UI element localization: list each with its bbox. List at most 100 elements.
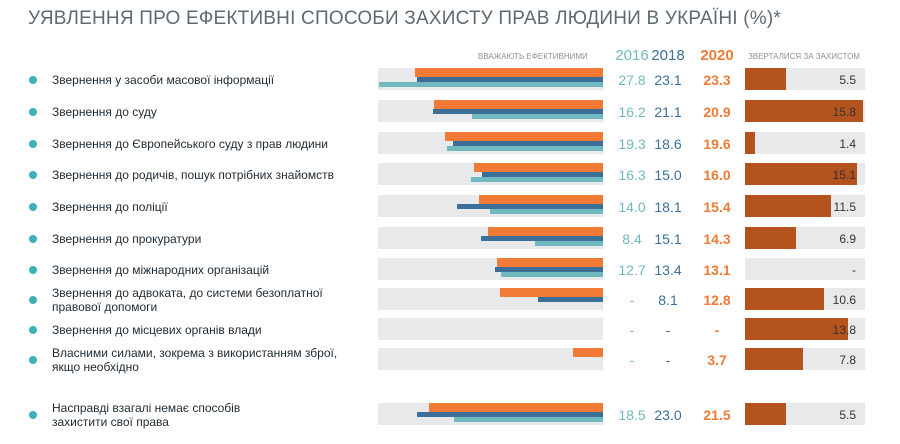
bar bbox=[416, 77, 603, 82]
bar bbox=[745, 348, 804, 370]
value-label: 15.4 bbox=[703, 199, 731, 215]
bullet bbox=[29, 235, 37, 243]
value-label: - bbox=[629, 322, 635, 338]
bar bbox=[745, 227, 797, 249]
value-label: 23.1 bbox=[654, 72, 682, 88]
bar bbox=[745, 163, 858, 185]
value-label: 20.9 bbox=[703, 104, 731, 120]
bar bbox=[481, 172, 603, 177]
value-label: 15.1 bbox=[654, 231, 682, 247]
bar bbox=[456, 204, 603, 209]
category-label: Звернення до суду bbox=[52, 105, 157, 119]
bar bbox=[434, 100, 603, 109]
bar bbox=[378, 82, 603, 87]
bar bbox=[573, 348, 603, 357]
value-label: 18.1 bbox=[654, 199, 682, 215]
bar bbox=[453, 417, 603, 422]
bar bbox=[444, 132, 603, 141]
value-label: 11.5 bbox=[833, 200, 856, 214]
value-label: 12.7 bbox=[618, 262, 646, 278]
value-label: 1.4 bbox=[839, 137, 856, 151]
chart-title: УЯВЛЕННЯ ПРО ЕФЕКТИВНІ СПОСОБИ ЗАХИСТУ П… bbox=[28, 8, 781, 29]
value-label: - bbox=[714, 322, 720, 338]
bar bbox=[473, 163, 603, 172]
category-label: Насправді взагалі немає способів захисти… bbox=[52, 401, 241, 429]
value-label: 23.3 bbox=[703, 72, 731, 88]
category-label: Звернення до прокуратури bbox=[52, 232, 202, 246]
value-label: 3.7 bbox=[707, 352, 727, 368]
bar bbox=[452, 141, 603, 146]
bar bbox=[537, 297, 603, 302]
bar bbox=[535, 241, 603, 246]
bullet bbox=[29, 411, 37, 419]
bullet bbox=[29, 326, 37, 334]
bar bbox=[481, 236, 603, 241]
category-label: Власними силами, зокрема з використанням… bbox=[52, 346, 338, 374]
value-label: 15.8 bbox=[832, 105, 856, 119]
value-label: 15.0 bbox=[654, 167, 682, 183]
bar bbox=[745, 288, 824, 310]
bar bbox=[745, 132, 756, 154]
bar bbox=[432, 109, 603, 114]
bullet bbox=[29, 140, 37, 148]
bar bbox=[745, 195, 831, 217]
bar bbox=[471, 177, 603, 182]
value-label: 19.6 bbox=[703, 136, 731, 152]
value-label: 6.9 bbox=[839, 232, 856, 246]
bar bbox=[414, 68, 603, 77]
bar bbox=[497, 258, 603, 267]
value-label: 5.5 bbox=[839, 73, 856, 87]
value-label: 23.0 bbox=[654, 407, 682, 423]
value-label: 14.0 bbox=[618, 199, 646, 215]
bullet bbox=[29, 108, 37, 116]
bullet bbox=[29, 266, 37, 274]
bar bbox=[499, 288, 603, 297]
value-label: 21.5 bbox=[703, 407, 731, 423]
bar bbox=[745, 318, 848, 340]
value-label: 8.1 bbox=[658, 292, 678, 308]
value-label: 18.6 bbox=[654, 136, 682, 152]
category-label: Звернення до поліції bbox=[52, 200, 168, 214]
category-label: Звернення у засоби масової інформації bbox=[52, 73, 275, 87]
bar bbox=[500, 272, 603, 277]
category-label: Звернення до місцевих органів влади bbox=[52, 323, 262, 337]
right-header: ЗВЕРТАЛИСЯ ЗА ЗАХИСТОМ bbox=[748, 52, 860, 61]
bar bbox=[745, 100, 863, 122]
value-label: - bbox=[665, 352, 671, 368]
category-label: Звернення до міжнародних організацій bbox=[52, 263, 270, 277]
row-band bbox=[378, 318, 603, 340]
bar bbox=[429, 403, 603, 412]
value-label: - bbox=[629, 352, 635, 368]
value-label: 18.5 bbox=[618, 407, 646, 423]
bullet bbox=[29, 76, 37, 84]
bullet bbox=[29, 356, 37, 364]
left-header: ВВАЖАЮТЬ ЕФЕКТИВНИМИ bbox=[478, 52, 588, 61]
bullet bbox=[29, 171, 37, 179]
value-label: 14.3 bbox=[703, 231, 731, 247]
value-label: 13.8 bbox=[832, 323, 856, 337]
year-header: 2018 bbox=[651, 47, 685, 64]
category-label: Звернення до Європейського суду з прав л… bbox=[52, 137, 328, 151]
category-label: Звернення до адвоката, до системи безопл… bbox=[52, 286, 323, 314]
value-label: 8.4 bbox=[622, 231, 642, 247]
year-header: 2020 bbox=[700, 47, 734, 64]
bullet bbox=[29, 203, 37, 211]
bar bbox=[447, 146, 603, 151]
row-band bbox=[745, 132, 865, 154]
bar bbox=[490, 209, 603, 214]
bar bbox=[745, 68, 786, 90]
bar bbox=[478, 195, 603, 204]
year-header: 2016 bbox=[615, 47, 649, 64]
value-label: 15.1 bbox=[832, 168, 856, 182]
category-label: Звернення до родичів, пошук потрібних зн… bbox=[52, 168, 334, 182]
bar bbox=[494, 267, 603, 272]
value-label: - bbox=[852, 263, 856, 277]
value-label: 12.8 bbox=[703, 292, 731, 308]
value-label: 16.0 bbox=[703, 167, 731, 183]
bullet bbox=[29, 296, 37, 304]
value-label: 13.1 bbox=[703, 262, 731, 278]
value-label: 27.8 bbox=[618, 72, 646, 88]
bar bbox=[487, 227, 603, 236]
value-label: - bbox=[665, 322, 671, 338]
value-label: - bbox=[629, 292, 635, 308]
